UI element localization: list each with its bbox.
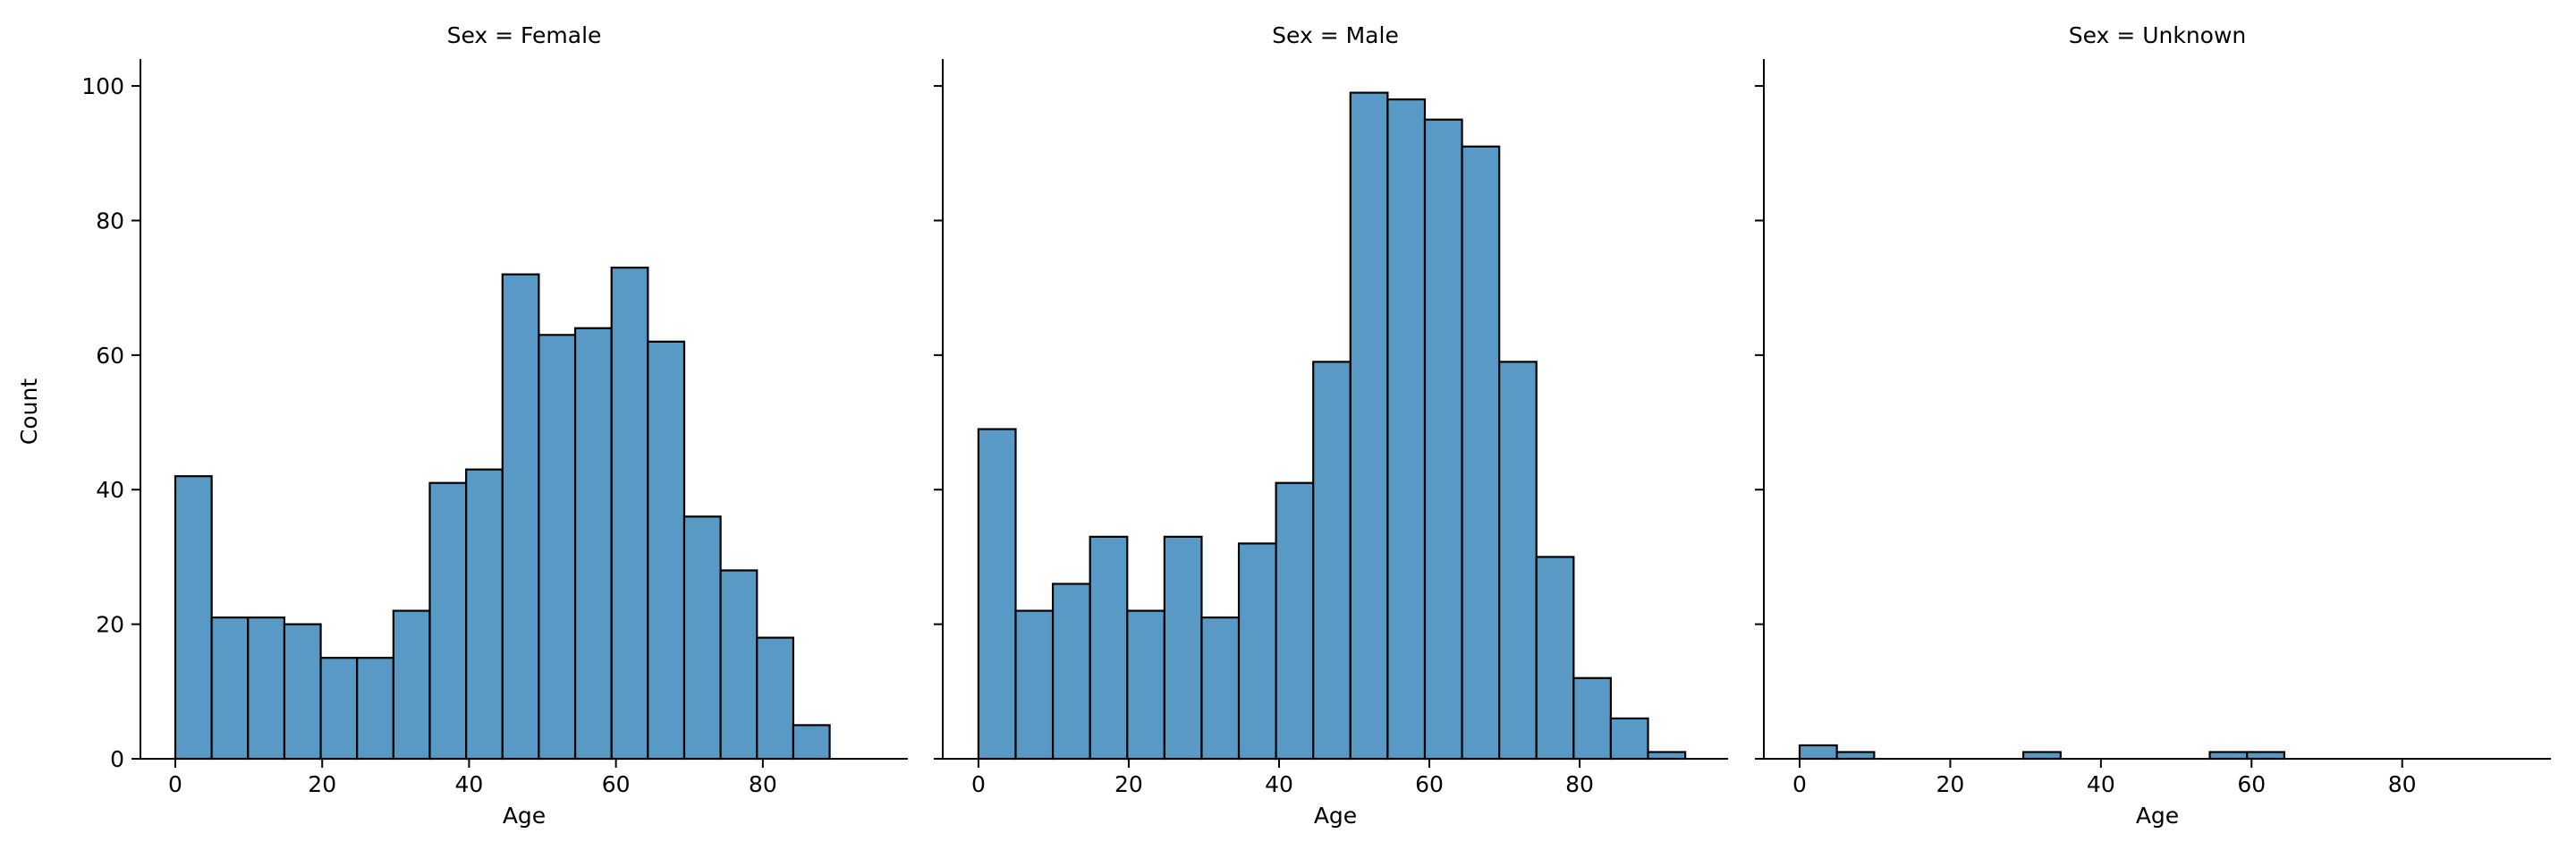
x-axis-title: Age (1314, 803, 1357, 829)
facet-title: Sex = Female (447, 22, 602, 48)
histogram-bar (465, 468, 504, 761)
histogram-bar (1089, 535, 1129, 761)
y-tick-label: 40 (96, 477, 124, 503)
histogram-bar (682, 515, 722, 761)
x-tick-label: 20 (1114, 771, 1143, 797)
histogram-bar (1498, 361, 1538, 761)
facet-panel: Sex = Unknown 0 20 40 60 80 Age (1755, 22, 2551, 829)
y-tick-label: 100 (81, 73, 124, 99)
facet-title: Sex = Unknown (2069, 22, 2247, 48)
x-tick-label: 0 (1792, 771, 1807, 797)
histogram-bar (792, 724, 831, 761)
histogram-bar (2246, 751, 2285, 761)
histogram-bar (1312, 361, 1352, 761)
histogram-bar (1237, 542, 1277, 761)
histogram-bar (247, 616, 286, 761)
x-tick-label: 60 (1415, 771, 1444, 797)
histogram-bar (538, 334, 577, 761)
histogram-bar (1014, 609, 1055, 761)
histogram-bar (1647, 751, 1687, 761)
facet-title: Sex = Male (1272, 22, 1399, 48)
histogram-bar (573, 327, 613, 761)
x-tick-label: 60 (602, 771, 631, 797)
histogram-bar (283, 623, 322, 761)
y-tick-label: 0 (110, 746, 124, 772)
x-tick-label: 80 (1565, 771, 1594, 797)
histogram-bar (1461, 145, 1501, 761)
y-tick-label: 20 (96, 612, 124, 638)
histogram-bar (319, 657, 359, 761)
histogram-bar (1535, 556, 1575, 761)
x-tick-label: 40 (2087, 771, 2115, 797)
histogram-bar (501, 273, 540, 761)
histogram-bar (719, 569, 758, 761)
x-tick-label: 60 (2237, 771, 2266, 797)
facet-panel: Sex = Female 0 20 40 60 80 100 0 20 40 60 80 Age (81, 22, 908, 829)
y-tick-label: 80 (96, 208, 124, 234)
histogram-bar (647, 340, 686, 761)
histogram-bar (1572, 676, 1613, 761)
histogram-bar (1609, 717, 1649, 761)
histogram-bar (1423, 118, 1463, 761)
y-tick-label: 60 (96, 343, 124, 369)
x-axis-title: Age (2136, 803, 2179, 829)
histogram-bar (392, 609, 431, 761)
x-tick-label: 40 (455, 771, 484, 797)
x-tick-label: 80 (2388, 771, 2417, 797)
histogram-bar (1349, 91, 1389, 761)
x-tick-label: 0 (971, 771, 986, 797)
histogram-bar (174, 475, 213, 761)
histogram-bar (2208, 751, 2249, 761)
x-tick-label: 0 (168, 771, 182, 797)
histogram-bar (977, 428, 1017, 761)
histogram-bar (756, 636, 795, 761)
x-tick-label: 40 (1265, 771, 1293, 797)
histogram-bar (1835, 751, 1876, 761)
histogram-bar (1275, 481, 1315, 761)
histogram-bar (1798, 744, 1838, 761)
histogram-bar (1163, 535, 1203, 761)
histogram-bar (1126, 609, 1165, 761)
histogram-bar (610, 267, 649, 761)
facet-panel: Sex = Male 0 20 40 60 80 Age (934, 22, 1728, 829)
y-axis-title: Count (16, 378, 42, 445)
histogram-bar (1386, 98, 1427, 761)
histogram-bar (210, 616, 250, 761)
histogram-bar (356, 657, 394, 761)
x-tick-label: 80 (749, 771, 777, 797)
x-tick-label: 20 (308, 771, 336, 797)
histogram-bar (2022, 751, 2062, 761)
x-axis-title: Age (503, 803, 546, 829)
x-tick-label: 20 (1936, 771, 1965, 797)
histogram-bar (1051, 583, 1091, 761)
histogram-bar (428, 481, 468, 761)
histogram-bar (1200, 616, 1241, 761)
